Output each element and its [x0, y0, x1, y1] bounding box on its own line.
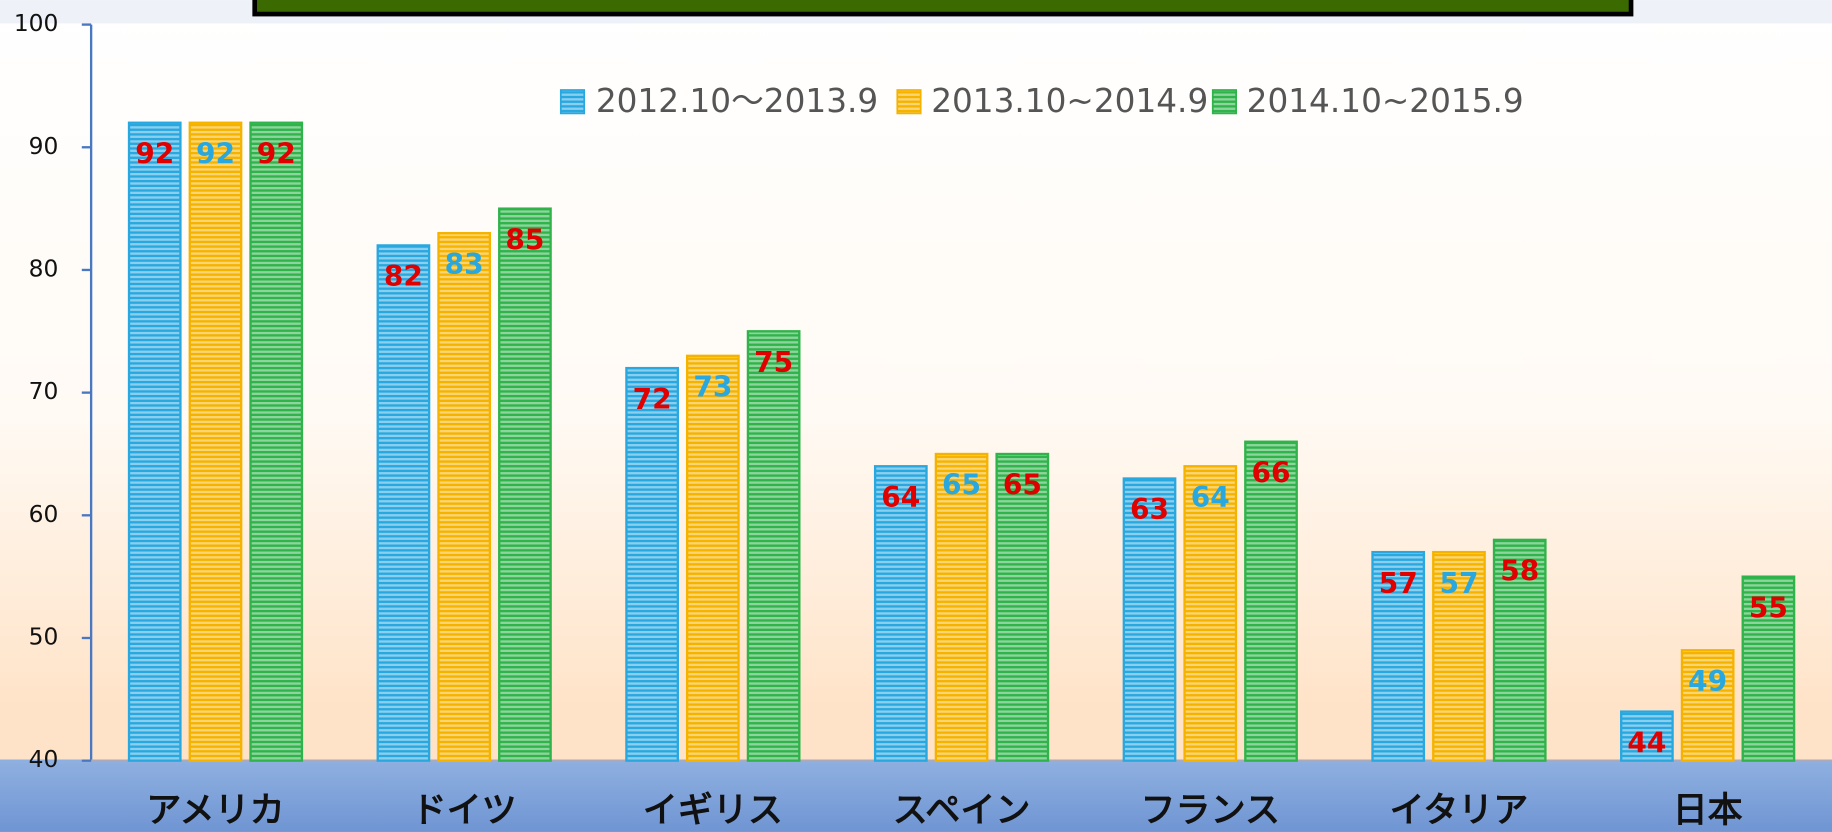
- data-label: 44: [1627, 726, 1666, 759]
- data-label: 75: [754, 346, 793, 379]
- bar: [1741, 575, 1796, 762]
- y-tick-label: 90: [29, 132, 59, 160]
- data-label: 82: [384, 260, 423, 293]
- legend-swatch: [559, 89, 586, 115]
- data-label: 83: [445, 248, 484, 281]
- x-tick-label: 日本: [1673, 790, 1743, 831]
- x-tick-label: スペイン: [893, 790, 1031, 831]
- floor: [0, 759, 1832, 832]
- legend-label: 2012.10〜2013.9: [596, 82, 878, 120]
- bar: [873, 465, 928, 762]
- data-label: 73: [693, 371, 732, 404]
- bar: [1432, 550, 1486, 762]
- data-label: 92: [135, 137, 174, 170]
- legend-swatch: [896, 89, 922, 115]
- y-tick-label: 50: [29, 622, 59, 650]
- bar: [934, 452, 989, 762]
- data-label: 64: [1191, 481, 1230, 514]
- bar: [746, 330, 801, 762]
- x-tick-label: イギリス: [643, 790, 783, 831]
- x-tick-label: アメリカ: [146, 790, 284, 831]
- y-tick-label: 70: [29, 377, 59, 405]
- bar: [1244, 440, 1298, 762]
- bar: [1371, 550, 1426, 762]
- data-label: 92: [257, 137, 296, 170]
- bar: [376, 244, 431, 762]
- data-label: 65: [942, 469, 981, 502]
- bar: [685, 354, 740, 762]
- data-label: 63: [1130, 493, 1169, 526]
- y-tick-label: 60: [29, 500, 59, 528]
- data-label: 55: [1749, 591, 1788, 624]
- bar: [249, 121, 304, 762]
- title-box: [252, 0, 1634, 17]
- data-label: 72: [633, 383, 672, 416]
- data-label: 66: [1252, 456, 1291, 489]
- bar: [995, 452, 1050, 762]
- bar: [1680, 649, 1735, 762]
- bar: [127, 121, 182, 762]
- legend-label: 2014.10~2015.9: [1247, 82, 1524, 120]
- y-tick-label: 40: [29, 745, 59, 773]
- y-tick-label: 100: [14, 9, 59, 37]
- bar: [498, 207, 552, 762]
- bar: [1183, 465, 1238, 762]
- y-tick-label: 80: [29, 254, 59, 282]
- data-label: 49: [1688, 665, 1727, 698]
- bar: [188, 121, 243, 762]
- x-tick-label: フランス: [1141, 790, 1281, 831]
- bar: [625, 366, 679, 762]
- x-tick-label: イタリア: [1390, 790, 1529, 831]
- bar: [1492, 538, 1547, 762]
- data-label: 85: [505, 223, 544, 256]
- x-tick-label: ドイツ: [412, 790, 517, 831]
- data-label: 57: [1379, 567, 1418, 600]
- legend-label: 2013.10~2014.9: [931, 82, 1208, 120]
- data-label: 64: [881, 481, 920, 514]
- data-label: 57: [1439, 567, 1478, 600]
- bar: [437, 231, 492, 762]
- data-label: 65: [1003, 469, 1042, 502]
- bar: [1620, 710, 1674, 762]
- data-label: 92: [196, 137, 235, 170]
- legend-swatch: [1211, 89, 1238, 115]
- data-label: 58: [1500, 555, 1539, 588]
- bar: [1122, 477, 1177, 762]
